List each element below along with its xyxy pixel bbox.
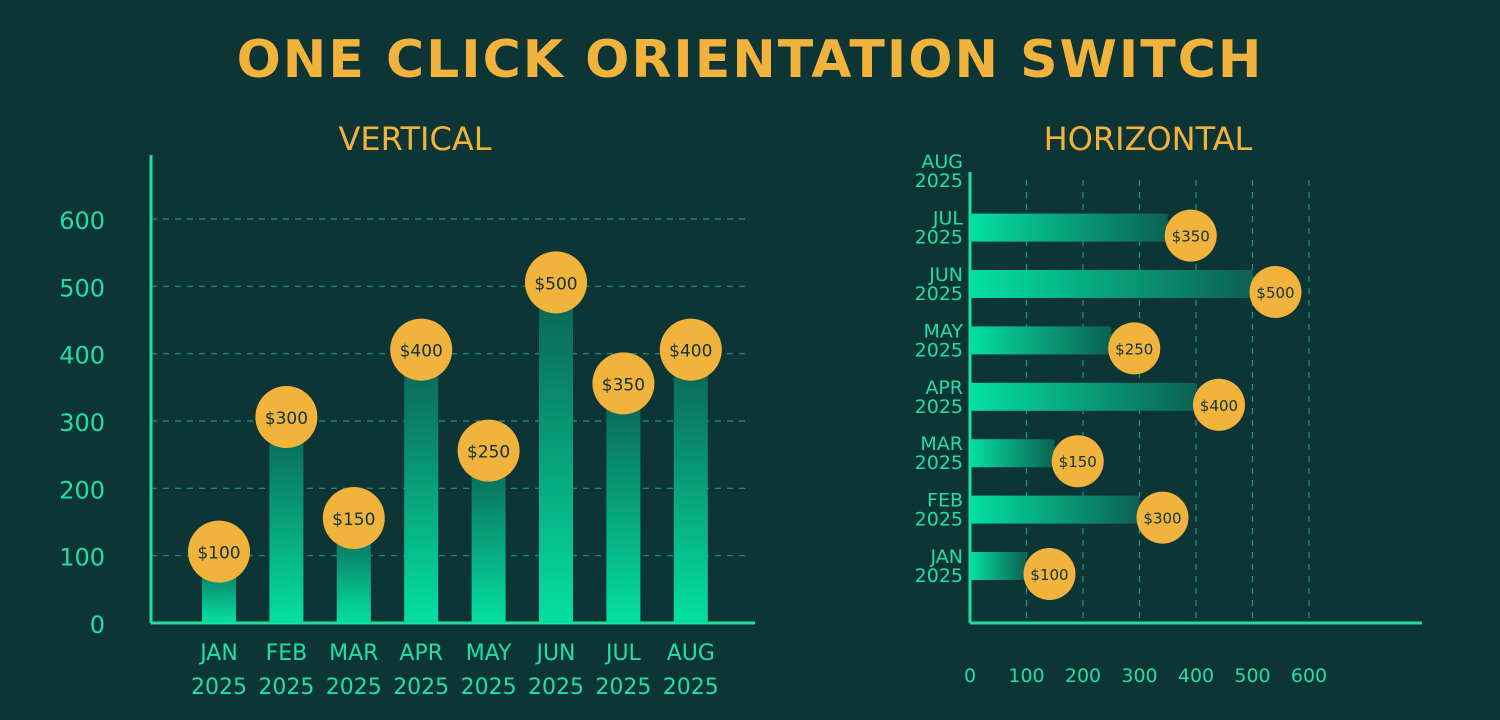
y-tick-month: APR — [925, 377, 963, 399]
value-badge — [1193, 378, 1245, 431]
value-badge — [188, 520, 250, 583]
value-badge — [659, 318, 722, 381]
horizontal-chart-title: HORIZONTAL — [1044, 120, 1253, 158]
vertical-chart-title: VERTICAL — [338, 120, 491, 158]
data-label: $150 — [332, 510, 375, 530]
x-tick-month: JAN — [198, 641, 238, 666]
data-label: $350 — [1172, 228, 1210, 246]
y-tick-label: 400 — [59, 342, 105, 370]
data-label: $100 — [197, 544, 240, 564]
x-tick-label: 200 — [1065, 665, 1101, 687]
x-tick-month: FEB — [266, 641, 308, 666]
value-badge — [1023, 548, 1076, 600]
value-badge — [322, 487, 385, 549]
x-tick-label: 300 — [1121, 665, 1157, 687]
x-tick-label: 500 — [1234, 665, 1270, 687]
bar — [269, 421, 304, 623]
x-tick-year: 2025 — [326, 675, 382, 700]
y-tick-year: 2025 — [915, 339, 963, 361]
data-label: $400 — [1200, 397, 1238, 415]
y-tick-month: AUG — [921, 151, 963, 173]
y-tick-year: 2025 — [915, 509, 963, 531]
x-tick-month: APR — [399, 641, 443, 666]
bar — [970, 270, 1253, 298]
data-label: $300 — [265, 409, 308, 429]
x-tick-year: 2025 — [461, 675, 517, 700]
x-tick-year: 2025 — [191, 675, 247, 700]
main-title: ONE CLICK ORIENTATION SWITCH — [237, 30, 1264, 90]
x-tick-month: AUG — [667, 641, 715, 666]
y-tick-label: 0 — [90, 611, 105, 639]
bar — [970, 495, 1140, 524]
value-badge — [1108, 322, 1161, 375]
bar — [970, 326, 1112, 355]
y-tick-year: 2025 — [915, 283, 963, 305]
bar — [970, 439, 1055, 468]
x-tick-month: JUN — [534, 641, 575, 666]
bar — [539, 286, 573, 623]
y-tick-label: 600 — [59, 207, 105, 235]
data-label: $400 — [400, 342, 443, 362]
y-tick-month: FEB — [927, 490, 963, 512]
x-tick-year: 2025 — [393, 675, 449, 700]
value-badge — [255, 386, 318, 448]
bar — [673, 353, 708, 623]
y-tick-year: 2025 — [915, 396, 963, 418]
data-label: $250 — [467, 443, 510, 463]
x-tick-label: 600 — [1291, 665, 1327, 687]
y-tick-month: JAN — [930, 546, 963, 568]
y-tick-year: 2025 — [915, 565, 963, 587]
bar — [970, 382, 1196, 411]
x-tick-year: 2025 — [528, 675, 584, 700]
data-label: $100 — [1030, 566, 1068, 584]
y-tick-year: 2025 — [915, 452, 963, 474]
vertical-bar-chart: 0 100 200 300 400 500 600 $100 JAN 2025 $300 FEB 202… — [59, 155, 755, 700]
x-tick-year: 2025 — [258, 675, 314, 700]
value-badge — [1164, 209, 1217, 262]
y-tick-label: 100 — [59, 544, 105, 572]
y-tick-label: 500 — [59, 274, 105, 302]
y-tick-month: MAY — [923, 320, 963, 342]
bar — [970, 213, 1168, 242]
value-badge — [457, 419, 520, 482]
x-tick-month: JUL — [604, 641, 642, 666]
data-label: $300 — [1143, 510, 1181, 528]
y-tick-label: 200 — [59, 476, 105, 504]
value-badge — [1249, 266, 1302, 318]
data-label: $500 — [534, 274, 577, 294]
value-badge — [525, 251, 587, 314]
data-label: $500 — [1256, 284, 1294, 302]
value-badge — [1136, 491, 1189, 544]
y-tick-month: JUL — [932, 208, 964, 230]
value-badge — [390, 318, 453, 381]
x-tick-year: 2025 — [595, 675, 651, 700]
data-label: $400 — [669, 342, 712, 362]
y-tick-label: 300 — [59, 409, 105, 437]
y-tick-year: 2025 — [915, 170, 963, 192]
bar — [970, 552, 1027, 580]
x-tick-label: 100 — [1008, 665, 1044, 687]
x-tick-month: MAY — [466, 641, 512, 666]
value-badge — [592, 352, 655, 415]
x-tick-year: 2025 — [663, 675, 719, 700]
data-label: $150 — [1059, 453, 1097, 471]
bar — [606, 387, 641, 623]
x-tick-label: 0 — [964, 665, 976, 687]
y-tick-year: 2025 — [915, 227, 963, 249]
y-tick-month: MAR — [920, 433, 963, 455]
x-tick-label: 400 — [1178, 665, 1214, 687]
data-label: $250 — [1115, 340, 1153, 358]
value-badge — [1051, 435, 1104, 488]
bar — [471, 454, 506, 623]
x-tick-month: MAR — [329, 641, 378, 666]
y-tick-month: JUN — [928, 264, 963, 286]
data-label: $350 — [602, 375, 645, 395]
bar — [404, 353, 439, 623]
